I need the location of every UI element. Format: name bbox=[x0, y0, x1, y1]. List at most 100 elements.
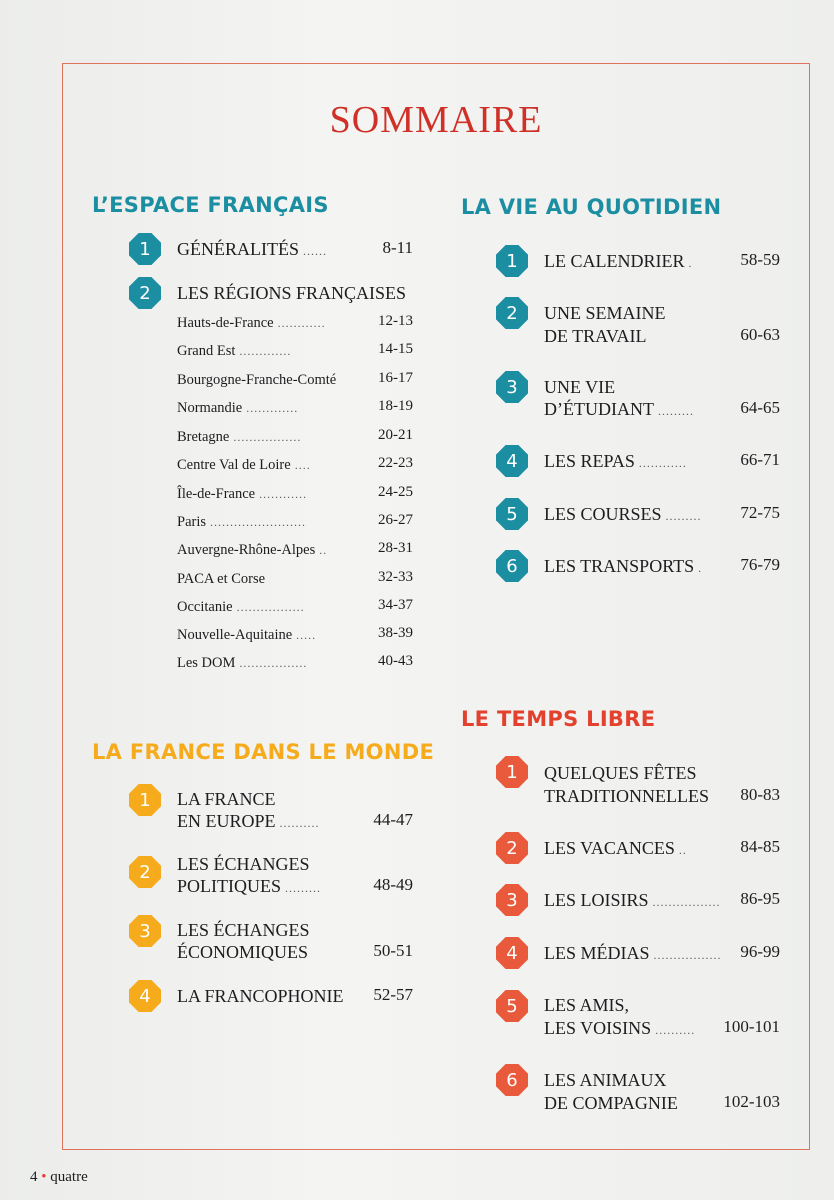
page-range: 48-49 bbox=[373, 875, 413, 894]
toc-entry-title[interactable]: POLITIQUES ......... bbox=[177, 876, 321, 896]
region-entry[interactable]: PACA et Corse bbox=[177, 571, 266, 587]
leader-dots: .......... bbox=[651, 1023, 696, 1037]
leader-dots: .. bbox=[674, 843, 687, 857]
toc-entry-title[interactable]: DE COMPAGNIE bbox=[544, 1093, 678, 1113]
page-range: 52-57 bbox=[373, 985, 413, 1004]
section-heading-espace-francais: L’ESPACE FRANÇAIS bbox=[92, 193, 329, 217]
region-entry[interactable]: Centre Val de Loire .... bbox=[177, 457, 311, 473]
region-entry[interactable]: Bourgogne-Franche-Comté bbox=[177, 372, 337, 388]
section-heading-vie-quotidien: LA VIE AU QUOTIDIEN bbox=[461, 195, 722, 219]
toc-entry-title-line1[interactable]: QUELQUES FÊTES bbox=[544, 763, 697, 783]
toc-entry-title-line1[interactable]: LES AMIS, bbox=[544, 995, 630, 1015]
page-range: 50-51 bbox=[373, 941, 413, 960]
leader-dots: .......... bbox=[275, 816, 320, 830]
toc-entry-title-line1[interactable]: UNE SEMAINE bbox=[544, 303, 666, 323]
page-range: 22-23 bbox=[378, 455, 413, 471]
number-badge-icon: 2 bbox=[129, 856, 161, 888]
page-title: SOMMAIRE bbox=[329, 99, 543, 141]
toc-entry-title-line1[interactable]: LES ÉCHANGES bbox=[177, 920, 310, 940]
leader-dots: ............ bbox=[634, 456, 687, 470]
toc-entry-title[interactable]: TRADITIONNELLES bbox=[544, 786, 709, 806]
page-range: 100-101 bbox=[723, 1017, 780, 1036]
region-entry[interactable]: Occitanie ................. bbox=[177, 599, 305, 615]
page-range: 26-27 bbox=[378, 512, 413, 528]
leader-dots: ................. bbox=[232, 600, 305, 614]
number-badge-icon: 5 bbox=[496, 990, 528, 1022]
region-entry[interactable]: Nouvelle-Aquitaine ..... bbox=[177, 627, 317, 643]
region-entry[interactable]: Auvergne-Rhône-Alpes .. bbox=[177, 542, 328, 558]
number-badge-icon: 3 bbox=[496, 884, 528, 916]
leader-dots: ............ bbox=[255, 487, 308, 501]
separator: • bbox=[41, 1169, 47, 1185]
section-heading-france-monde: LA FRANCE DANS LE MONDE bbox=[92, 740, 435, 764]
number-badge-icon: 3 bbox=[129, 915, 161, 947]
leader-dots: ............ bbox=[273, 316, 326, 330]
toc-entry-title[interactable]: ÉCONOMIQUES bbox=[177, 942, 309, 962]
number-badge-icon: 2 bbox=[129, 277, 161, 309]
page-range: 14-15 bbox=[378, 341, 413, 357]
number-badge-icon: 1 bbox=[496, 245, 528, 277]
region-entry[interactable]: Les DOM ................. bbox=[177, 655, 308, 671]
number-badge-icon: 6 bbox=[496, 550, 528, 582]
toc-entry-title[interactable]: LES TRANSPORTS . bbox=[544, 556, 703, 576]
leader-dots: ................. bbox=[649, 948, 722, 962]
toc-entry-title[interactable]: EN EUROPE .......... bbox=[177, 811, 320, 831]
page-range: 86-95 bbox=[740, 889, 780, 908]
leader-dots: ............. bbox=[242, 401, 299, 415]
toc-entry-title[interactable]: LES RÉGIONS FRANÇAISES bbox=[177, 283, 407, 303]
page-range: 72-75 bbox=[740, 503, 780, 522]
leader-dots: . bbox=[694, 561, 703, 575]
page-range: 34-37 bbox=[378, 597, 413, 613]
page-range: 40-43 bbox=[378, 653, 413, 669]
leader-dots: ......... bbox=[653, 404, 694, 418]
leader-dots: .. bbox=[315, 543, 328, 557]
toc-entry-title[interactable]: LA FRANCOPHONIE bbox=[177, 986, 344, 1006]
page-range: 96-99 bbox=[740, 942, 780, 961]
toc-entry-title[interactable]: LES LOISIRS ................. bbox=[544, 890, 721, 910]
number-badge-icon: 2 bbox=[496, 832, 528, 864]
leader-dots: .... bbox=[290, 458, 311, 472]
toc-entry-title-line1[interactable]: LES ÉCHANGES bbox=[177, 854, 310, 874]
region-entry[interactable]: Bretagne ................. bbox=[177, 429, 302, 445]
page-range: 32-33 bbox=[378, 569, 413, 585]
toc-entry-title[interactable]: LES MÉDIAS ................. bbox=[544, 943, 722, 963]
region-entry[interactable]: Grand Est ............. bbox=[177, 343, 292, 359]
number-badge-icon: 1 bbox=[496, 756, 528, 788]
toc-entry-title-line1[interactable]: UNE VIE bbox=[544, 377, 616, 397]
toc-entry-title-line1[interactable]: LES ANIMAUX bbox=[544, 1070, 667, 1090]
leader-dots: . bbox=[684, 256, 693, 270]
toc-entry-title[interactable]: GÉNÉRALITÉS ...... bbox=[177, 239, 327, 259]
toc-entry-title[interactable]: LES REPAS ............ bbox=[544, 451, 687, 471]
leader-dots: ......... bbox=[281, 881, 321, 895]
number-badge-icon: 4 bbox=[496, 937, 528, 969]
leader-dots: ...... bbox=[298, 244, 327, 258]
number-badge-icon: 5 bbox=[496, 498, 528, 530]
region-entry[interactable]: Hauts-de-France ............ bbox=[177, 315, 326, 331]
page-range: 12-13 bbox=[378, 313, 413, 329]
toc-entry-title-line1[interactable]: LA FRANCE bbox=[177, 789, 276, 809]
toc-entry-title[interactable]: LE CALENDRIER . bbox=[544, 251, 693, 271]
page-range: 80-83 bbox=[740, 785, 780, 804]
page-range: 16-17 bbox=[378, 370, 413, 386]
number-badge-icon: 4 bbox=[129, 980, 161, 1012]
toc-entry-title[interactable]: LES COURSES ......... bbox=[544, 504, 702, 524]
page-footer: 4 • quatre bbox=[30, 1169, 88, 1186]
toc-entry-title[interactable]: LES VOISINS .......... bbox=[544, 1018, 696, 1038]
number-badge-icon: 4 bbox=[496, 445, 528, 477]
page-range: 60-63 bbox=[740, 325, 780, 344]
toc-entry-title[interactable]: D’ÉTUDIANT ......... bbox=[544, 399, 694, 419]
leader-dots: ................. bbox=[648, 895, 721, 909]
toc-entry-title[interactable]: LES VACANCES .. bbox=[544, 838, 687, 858]
toc-entry-title[interactable]: DE TRAVAIL bbox=[544, 326, 647, 346]
page-range: 102-103 bbox=[723, 1092, 780, 1111]
page-frame bbox=[62, 63, 810, 1150]
page-range: 44-47 bbox=[373, 810, 413, 829]
leader-dots: ..... bbox=[292, 628, 317, 642]
leader-dots: ................. bbox=[235, 656, 308, 670]
number-badge-icon: 2 bbox=[496, 297, 528, 329]
region-entry[interactable]: Paris ........................ bbox=[177, 514, 306, 530]
page-range: 64-65 bbox=[740, 398, 780, 417]
region-entry[interactable]: Île-de-France ............ bbox=[177, 486, 308, 502]
page-range: 58-59 bbox=[740, 250, 780, 269]
region-entry[interactable]: Normandie ............. bbox=[177, 400, 299, 416]
